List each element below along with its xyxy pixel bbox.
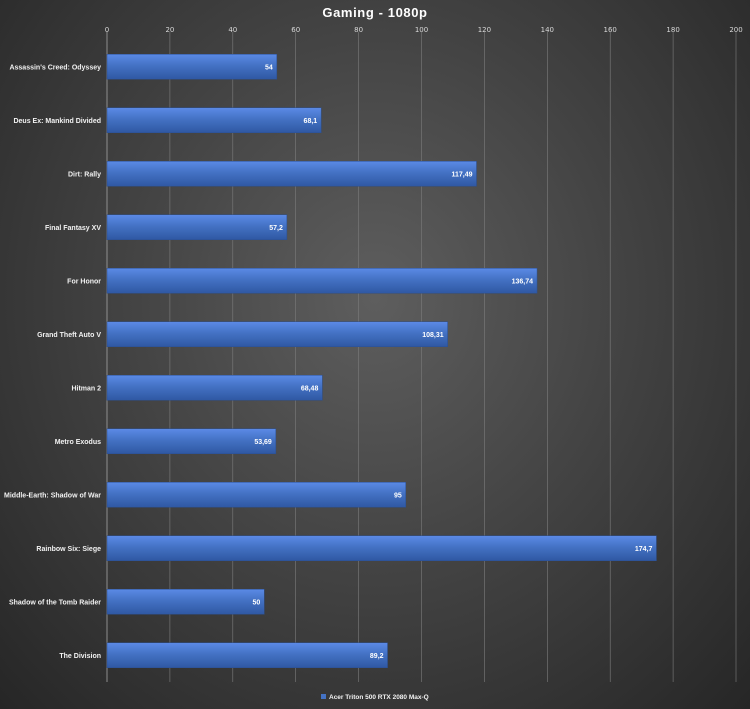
data-label: 108,31 (422, 332, 444, 339)
gridlines (106, 32, 737, 682)
category-label: Assassin's Creed: Odyssey (9, 64, 101, 71)
data-labels: 54 68,1 117,49 57,2 136,74 108,31 68,48 53,69 95… (252, 64, 652, 660)
data-label: 117,49 (451, 171, 472, 178)
bar (106, 589, 265, 615)
category-label: Rainbow Six: Siege (36, 546, 101, 553)
x-tick-label: 200 (729, 26, 742, 34)
x-axis-ticks: 0 20 40 60 80 100 120 140 160 180 200 (105, 26, 743, 34)
data-label: 50 (252, 599, 260, 606)
data-label: 174,7 (635, 546, 653, 553)
bars (106, 54, 657, 668)
legend: Acer Triton 500 RTX 2080 Max-Q (321, 694, 429, 701)
data-label: 68,1 (304, 118, 318, 125)
category-label: The Division (59, 653, 101, 660)
data-label: 68,48 (301, 385, 319, 392)
legend-label: Acer Triton 500 RTX 2080 Max-Q (329, 694, 429, 701)
category-label: For Honor (67, 278, 101, 285)
data-label: 53,69 (254, 439, 272, 446)
x-tick-label: 40 (228, 26, 237, 34)
x-tick-label: 80 (354, 26, 363, 34)
x-tick-label: 20 (165, 26, 174, 34)
bar (106, 642, 388, 668)
category-label: Hitman 2 (71, 385, 101, 392)
data-label: 57,2 (269, 225, 283, 232)
bar (106, 161, 477, 187)
bar (106, 428, 277, 454)
x-tick-label: 180 (666, 26, 679, 34)
x-tick-label: 140 (541, 26, 554, 34)
x-tick-label: 120 (478, 26, 491, 34)
bar (106, 535, 657, 561)
bar (106, 214, 288, 240)
category-label: Shadow of the Tomb Raider (9, 599, 101, 606)
x-tick-label: 0 (105, 26, 109, 34)
category-label: Metro Exodus (55, 439, 101, 446)
data-label: 54 (265, 64, 273, 71)
legend-swatch (321, 694, 326, 699)
category-label: Final Fantasy XV (45, 225, 101, 232)
data-label: 89,2 (370, 653, 384, 660)
bar (106, 107, 322, 133)
bar (106, 54, 278, 80)
category-label: Grand Theft Auto V (37, 332, 101, 339)
category-label: Middle-Earth: Shadow of War (4, 492, 101, 499)
bar (106, 268, 538, 294)
category-label: Deus Ex: Mankind Divided (13, 118, 101, 125)
data-label: 95 (394, 492, 402, 499)
chart-title: Gaming - 1080p (322, 5, 427, 20)
x-tick-label: 60 (291, 26, 300, 34)
bar (106, 321, 448, 347)
x-tick-label: 160 (604, 26, 617, 34)
bar (106, 482, 407, 508)
data-label: 136,74 (512, 278, 534, 285)
bar (106, 375, 323, 401)
x-tick-label: 100 (415, 26, 428, 34)
category-label: Dirt: Rally (68, 171, 101, 178)
category-labels: Assassin's Creed: Odyssey Deus Ex: Mankin… (4, 64, 101, 660)
